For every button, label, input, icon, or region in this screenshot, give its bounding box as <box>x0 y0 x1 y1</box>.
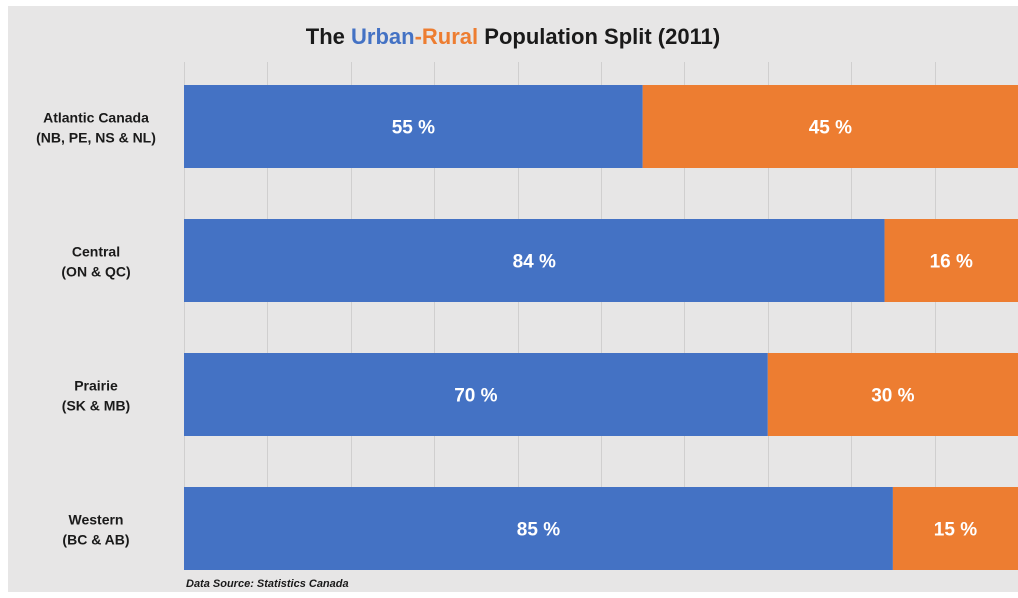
urban-bar <box>184 353 768 436</box>
title-prefix: The <box>305 24 352 49</box>
category-label-line1: Central <box>72 244 120 260</box>
rural-bar <box>892 487 1018 570</box>
rural-bar <box>884 219 1018 302</box>
urban-bar <box>184 487 893 570</box>
chart-title: The Urban-Rural Population Split (2011) <box>8 24 1018 50</box>
source-note: Data Source: Statistics Canada <box>186 578 349 590</box>
urban-value-label: 84 % <box>513 252 556 273</box>
urban-value-label: 70 % <box>454 386 497 407</box>
rural-value-label: 16 % <box>930 252 973 273</box>
category-label-line2: (ON & QC) <box>61 264 130 280</box>
stacked-bar-plot: Atlantic Canada (NB, PE, NS & NL) 55 % 45 %… <box>36 62 1018 570</box>
title-dash: - <box>414 24 422 49</box>
category-label-line1: Atlantic Canada <box>43 110 149 126</box>
urban-value-label: 55 % <box>392 118 435 139</box>
title-suffix: Population Split (2011) <box>478 24 721 49</box>
chart-panel: The Urban-Rural Population Split (2011) … <box>8 6 1018 592</box>
category-label-line2: (SK & MB) <box>62 398 130 414</box>
urban-bar <box>184 85 643 168</box>
rural-bar <box>767 353 1018 436</box>
title-urban-word: Urban <box>351 24 415 49</box>
category-label-line1: Prairie <box>74 378 118 394</box>
urban-bar <box>184 219 885 302</box>
category-label-line2: (NB, PE, NS & NL) <box>36 130 156 146</box>
category-label-line1: Western <box>69 512 124 528</box>
urban-value-label: 85 % <box>517 520 560 541</box>
rural-value-label: 15 % <box>934 520 977 541</box>
rural-value-label: 45 % <box>809 118 852 139</box>
category-label-line2: (BC & AB) <box>62 532 129 548</box>
rural-value-label: 30 % <box>871 386 914 407</box>
rural-bar <box>642 85 1018 168</box>
title-rural-word: Rural <box>421 24 479 49</box>
